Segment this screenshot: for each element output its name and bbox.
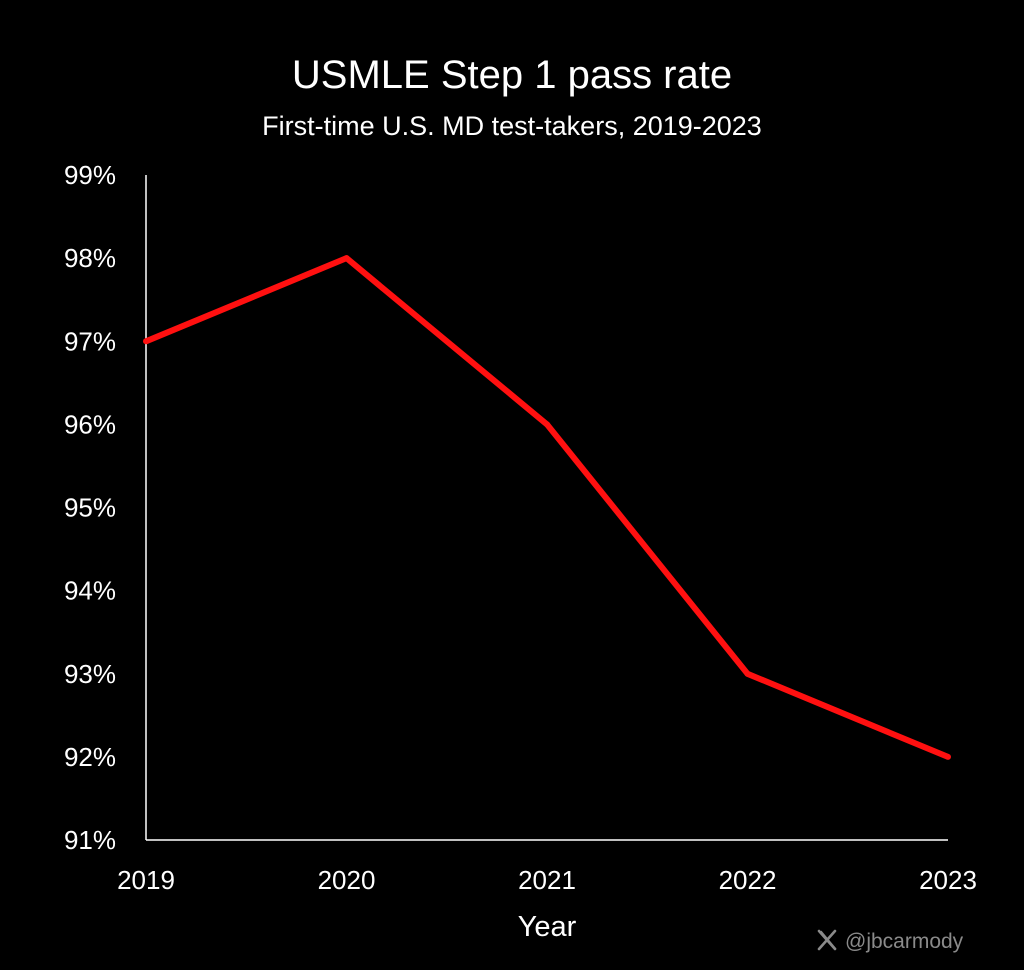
data-point xyxy=(343,255,350,262)
watermark-handle: @jbcarmody xyxy=(845,930,964,953)
series-layer xyxy=(143,255,951,760)
y-axis-ticks: 91% 92% 93% 94% 95% 96% 97% 98% 99% xyxy=(64,160,116,855)
chart-title: USMLE Step 1 pass rate xyxy=(292,53,732,97)
x-tick-label: 2023 xyxy=(919,865,977,895)
y-tick-label: 95% xyxy=(64,493,116,523)
y-tick-label: 99% xyxy=(64,160,116,190)
chart-subtitle: First-time U.S. MD test-takers, 2019-202… xyxy=(262,111,762,141)
x-axis-label: Year xyxy=(518,911,577,943)
data-point xyxy=(143,338,149,345)
x-tick-label: 2022 xyxy=(719,865,777,895)
x-tick-label: 2019 xyxy=(117,865,175,895)
data-point xyxy=(945,753,951,760)
data-point xyxy=(544,421,550,428)
y-tick-label: 94% xyxy=(64,576,116,606)
data-point xyxy=(744,670,751,677)
y-tick-label: 96% xyxy=(64,409,116,439)
y-tick-label: 92% xyxy=(64,742,116,772)
x-tick-label: 2021 xyxy=(518,865,576,895)
y-tick-label: 98% xyxy=(64,243,116,273)
series-line xyxy=(144,255,950,760)
x-tick-label: 2020 xyxy=(318,865,376,895)
y-tick-label: 93% xyxy=(64,659,116,689)
watermark: @jbcarmody xyxy=(817,929,964,953)
x-axis-ticks: 2019 2020 2021 2022 2023 xyxy=(117,865,977,895)
y-tick-label: 97% xyxy=(64,326,116,356)
y-tick-label: 91% xyxy=(64,825,116,855)
x-logo-icon xyxy=(817,929,837,951)
